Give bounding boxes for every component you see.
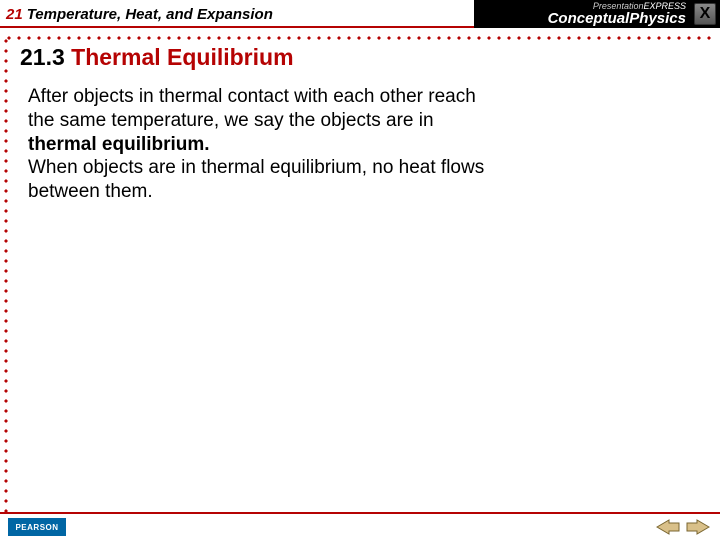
slide-content: 21.3 Thermal Equilibrium After objects i…	[20, 44, 700, 204]
section-title: Thermal Equilibrium	[71, 44, 293, 70]
brand-text: PresentationEXPRESS ConceptualPhysics	[548, 2, 686, 26]
footer: PEARSON	[0, 512, 720, 540]
section-number: 21.3	[20, 44, 65, 70]
dotted-border-left	[4, 36, 8, 512]
nav-arrows	[654, 517, 712, 537]
brand-area: PresentationEXPRESS ConceptualPhysics X	[474, 0, 720, 28]
chapter-header: 21 Temperature, Heat, and Expansion	[0, 0, 474, 28]
chapter-number: 21	[6, 6, 23, 23]
section-heading: 21.3 Thermal Equilibrium	[20, 44, 700, 71]
body-p2: When objects are in thermal equilibrium,…	[28, 157, 484, 202]
publisher-logo: PEARSON	[8, 518, 66, 536]
dotted-border-top	[4, 36, 716, 40]
arrow-left-icon	[655, 518, 681, 536]
arrow-right-icon	[685, 518, 711, 536]
prev-button[interactable]	[654, 517, 682, 537]
chapter-title: Temperature, Heat, and Expansion	[27, 6, 273, 23]
body-p1-bold: thermal equilibrium.	[28, 134, 210, 155]
body-p1-pre: After objects in thermal contact with ea…	[28, 86, 476, 131]
next-button[interactable]	[684, 517, 712, 537]
close-button[interactable]: X	[694, 3, 716, 25]
body-text: After objects in thermal contact with ea…	[20, 85, 490, 204]
top-bar: 21 Temperature, Heat, and Expansion Pres…	[0, 0, 720, 28]
close-icon: X	[700, 5, 711, 23]
brand-line2: ConceptualPhysics	[548, 11, 686, 26]
